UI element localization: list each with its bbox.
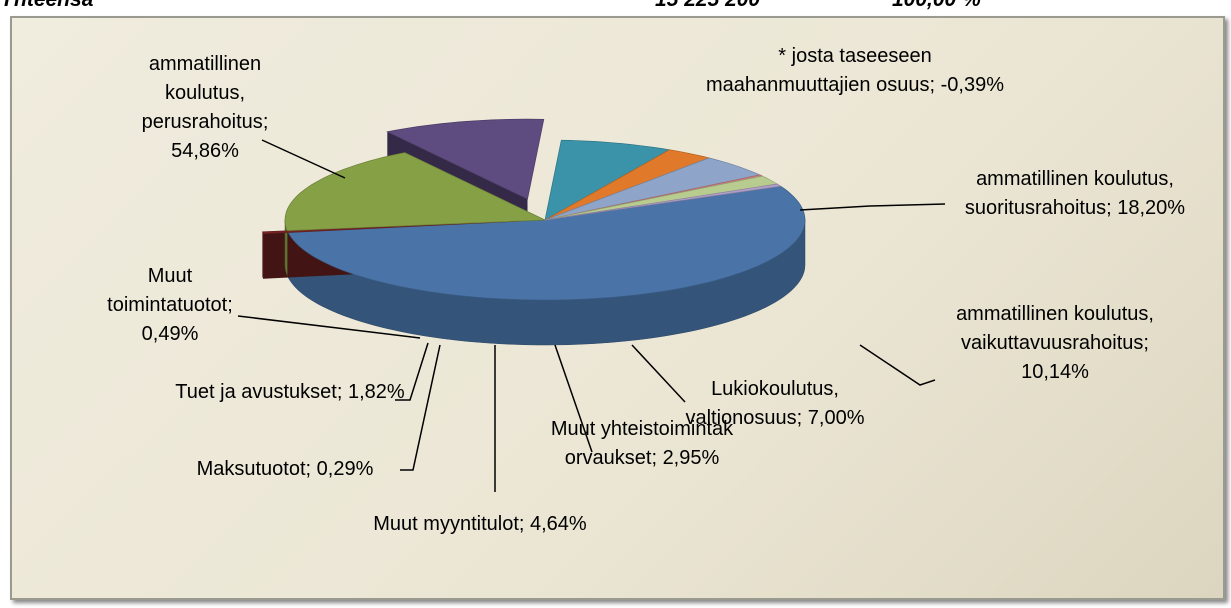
leader-line [799, 205, 871, 211]
header-amount: 15 225 200 [655, 0, 760, 12]
label-value: 18,20% [1117, 197, 1186, 219]
label-separator: ; [1106, 197, 1112, 219]
slice [287, 185, 806, 301]
label-separator: ; [929, 74, 936, 96]
data-label: Lukiokoulutus, valtionosuus; 7,00% [685, 375, 865, 433]
data-label: ammatillinen koulutus, perusrahoitus; 54… [123, 50, 288, 166]
leader-line [400, 344, 441, 471]
label-name: Lukiokoulutus, valtionosuus [685, 378, 839, 429]
leader-line [859, 344, 936, 386]
label-separator: ; [305, 458, 312, 480]
data-label: Tuet ja avustukset; 1,82% [160, 378, 420, 407]
label-value: 0,49% [141, 323, 199, 345]
label-value: 10,14% [1021, 361, 1089, 383]
data-label: Maksutuotot; 0,29% [150, 455, 420, 484]
label-separator: ; [518, 513, 525, 535]
data-label: Muut yhteistoimintakorvaukset; 2,95% [547, 415, 737, 473]
label-name: Muut yhteistoimintakorvaukset [550, 418, 734, 469]
label-value: 54,86% [171, 140, 239, 162]
leader-line [869, 203, 946, 207]
label-separator: ; [262, 111, 269, 133]
slice [284, 152, 546, 231]
label-separator: ; [796, 407, 803, 429]
label-name: ammatillinen koulutus, suoritusrahoitus [964, 168, 1174, 219]
label-name: Tuet ja avustukset [175, 381, 337, 403]
leader-line [554, 344, 593, 453]
data-label: * josta taseeseen maahanmuuttajien osuus… [705, 42, 1005, 100]
data-label: Muut myyntitulot; 4,64% [365, 510, 595, 539]
leader-line [631, 344, 686, 403]
leader-line [395, 342, 429, 401]
label-value: 0,29% [316, 458, 374, 480]
label-separator: ; [1143, 332, 1149, 354]
data-label: ammatillinen koulutus, suoritusrahoitus;… [945, 165, 1205, 223]
label-separator: ; [336, 381, 343, 403]
header-percent: 100,00 % [892, 0, 981, 12]
slice [544, 157, 761, 221]
label-separator: ; [651, 447, 657, 469]
data-label: Muut toimintatuotot; 0,49% [88, 262, 253, 349]
label-name: * josta taseeseen maahanmuuttajien osuus [706, 45, 932, 96]
label-value: 2,95% [662, 447, 720, 469]
slice-side [262, 231, 264, 279]
label-separator: ; [227, 294, 233, 316]
data-label: ammatillinen koulutus, vaikuttavuusrahoi… [933, 300, 1178, 387]
leader-line [237, 315, 421, 339]
label-value: 1,82% [347, 381, 405, 403]
label-name: Muut toimintatuotot [107, 265, 228, 316]
slice [544, 149, 711, 221]
label-name: Muut myyntitulot [373, 513, 519, 535]
slice [544, 139, 671, 221]
label-name: ammatillinen koulutus, vaikuttavuusrahoi… [956, 303, 1154, 354]
header-title: Yhteensä [0, 0, 93, 12]
label-value: -0,39% [940, 74, 1004, 96]
leader-line [261, 139, 346, 179]
label-value: 7,00% [807, 407, 865, 429]
slice [544, 183, 782, 221]
slice [386, 118, 545, 200]
label-name: ammatillinen koulutus, perusrahoitus [141, 53, 263, 133]
label-name: Maksutuotot [196, 458, 306, 480]
label-value: 4,64% [530, 513, 587, 535]
